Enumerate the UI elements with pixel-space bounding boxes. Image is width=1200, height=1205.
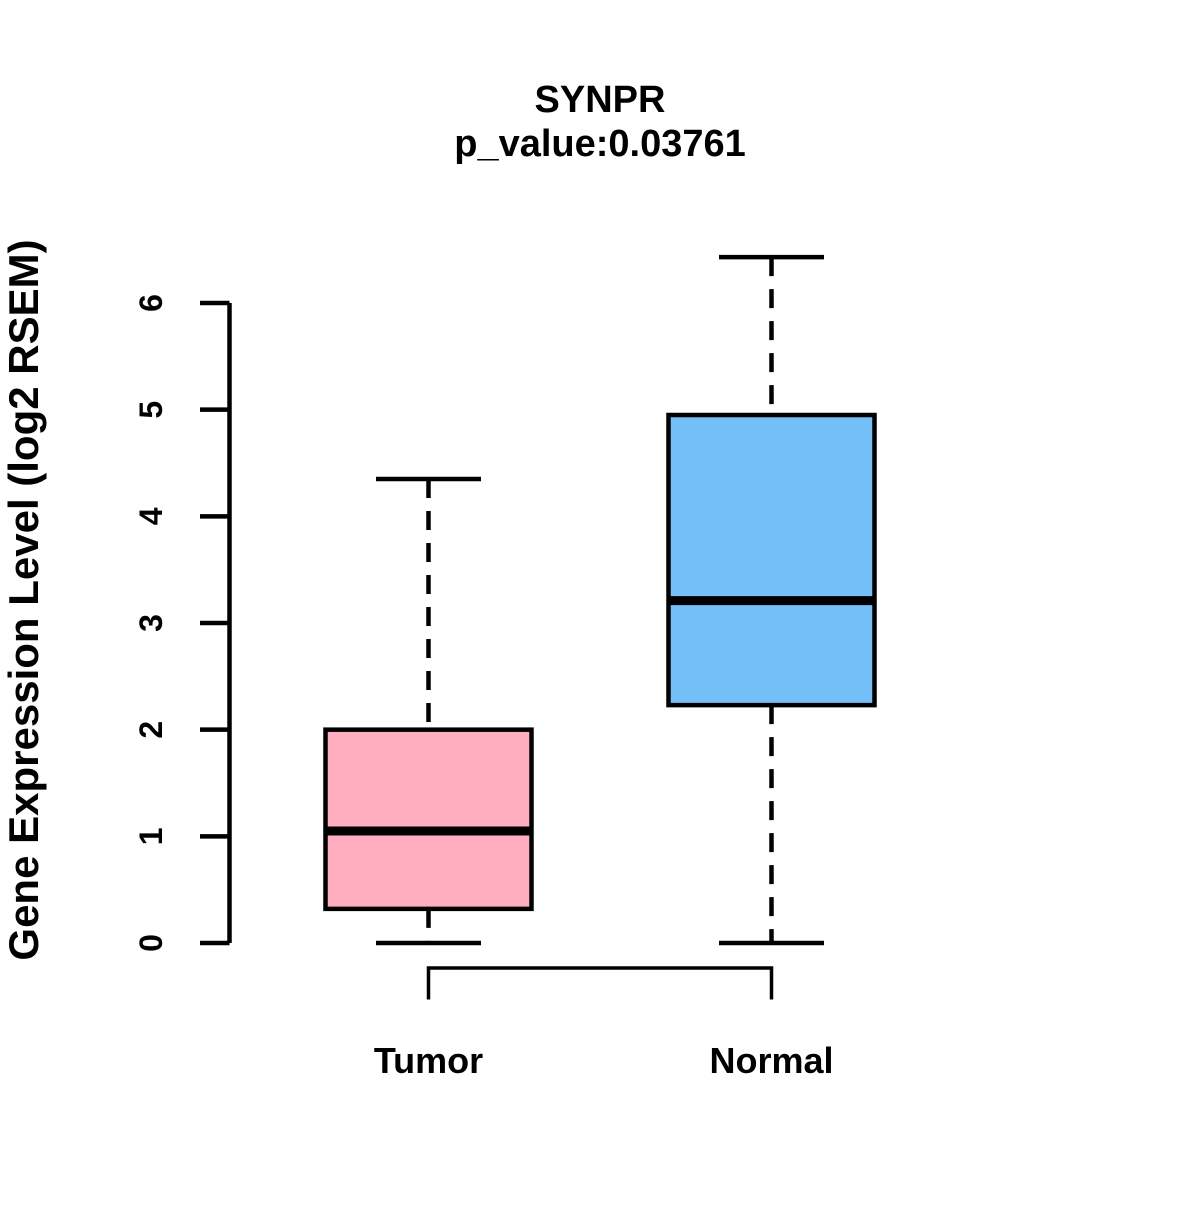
comparison-bracket <box>426 966 774 1000</box>
boxes <box>323 254 877 946</box>
x-axis-labels: Tumor Normal <box>374 1040 834 1081</box>
y-tick-label-6: 6 <box>133 294 169 312</box>
x-label-tumor: Tumor <box>374 1040 483 1081</box>
y-axis-label: Gene Expression Level (log2 RSEM) <box>0 239 47 960</box>
y-tick-label-4: 4 <box>133 507 169 525</box>
y-tick-label-2: 2 <box>133 721 169 739</box>
y-tick-label-3: 3 <box>133 614 169 632</box>
x-label-normal: Normal <box>709 1040 833 1081</box>
chart-subtitle: p_value:0.03761 <box>454 123 746 165</box>
normal-iqr-box <box>666 412 877 708</box>
y-tick-label-1: 1 <box>133 827 169 845</box>
comparison-bracket-line <box>426 966 774 1000</box>
normal-box-group <box>666 254 877 946</box>
y-tick-label-0: 0 <box>133 934 169 952</box>
tumor-iqr-box <box>323 727 534 912</box>
tumor-box-group <box>323 476 534 946</box>
y-tick-label-5: 5 <box>133 401 169 419</box>
chart-title: SYNPR <box>535 79 666 121</box>
y-axis: 0 1 2 3 4 5 6 <box>133 294 232 952</box>
